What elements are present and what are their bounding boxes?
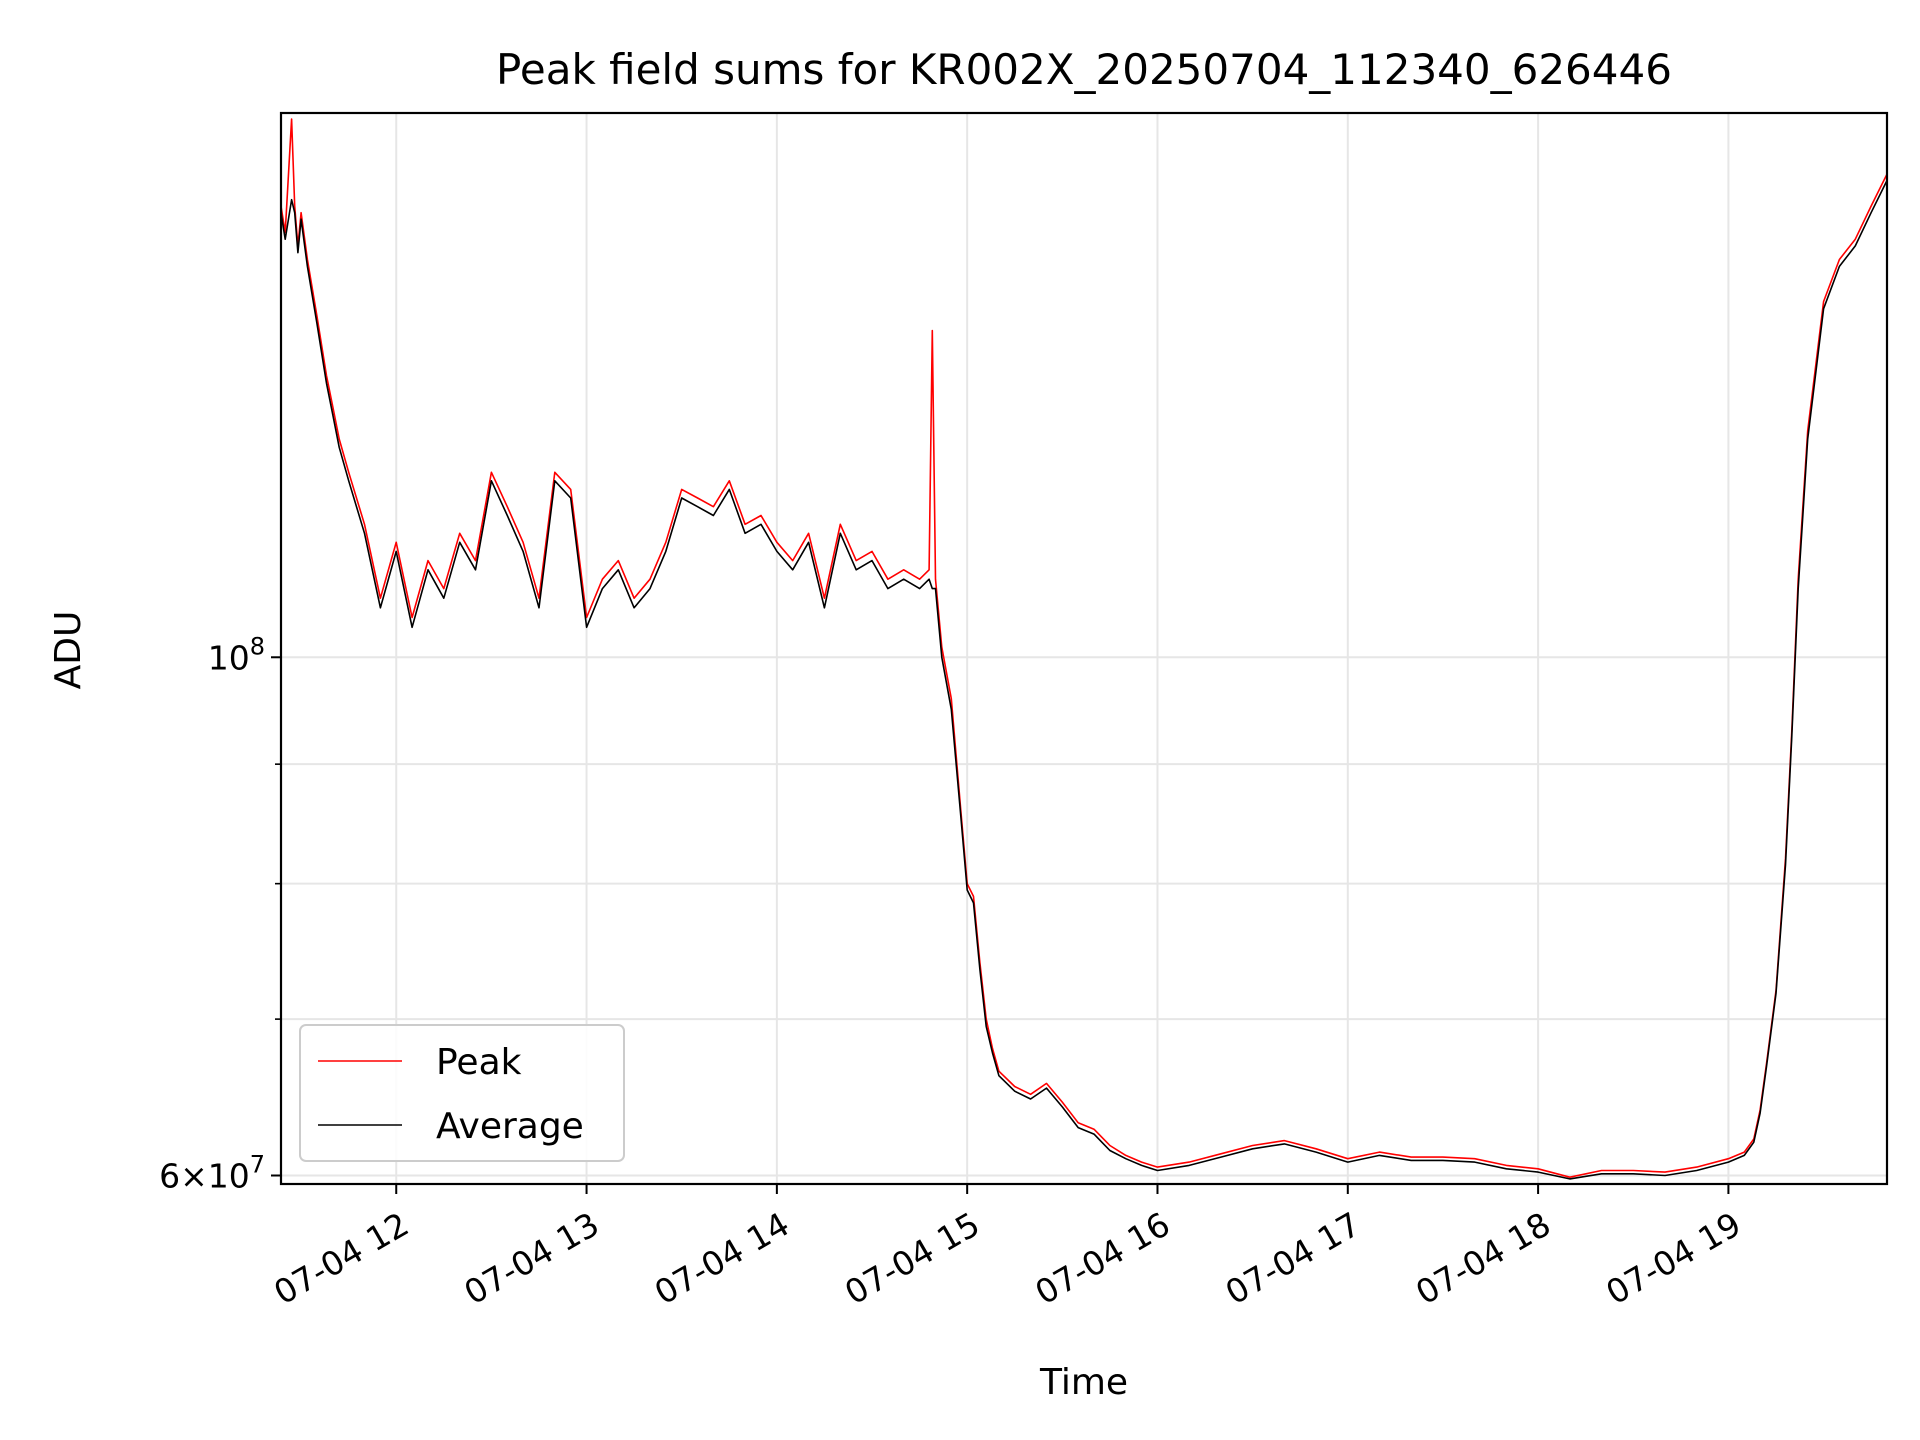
x-axis-label: Time bbox=[1039, 1362, 1128, 1403]
y-tick-label: 6×107 bbox=[159, 1151, 265, 1196]
plot-frame bbox=[279, 111, 1889, 1186]
y-axis-label: ADU bbox=[48, 611, 89, 690]
y-tick-mantissa: 6 bbox=[159, 1157, 180, 1196]
series-line-average bbox=[280, 180, 1888, 1180]
y-tick-label: 108 bbox=[208, 632, 265, 677]
y-tick-times: × bbox=[180, 1157, 208, 1196]
y-tick-base: 10 bbox=[208, 1157, 250, 1196]
series-group bbox=[280, 118, 1888, 1180]
legend-label-average: Average bbox=[436, 1106, 584, 1147]
series-line-peak bbox=[280, 118, 1888, 1178]
y-tick-exponent: 7 bbox=[250, 1151, 265, 1179]
legend-label-peak: Peak bbox=[436, 1042, 522, 1083]
y-tick-exponent: 8 bbox=[250, 632, 265, 660]
y-tick-base: 10 bbox=[208, 638, 250, 677]
chart-title: Peak field sums for KR002X_20250704_1123… bbox=[496, 45, 1672, 94]
legend: Peak Average bbox=[299, 1024, 625, 1162]
grid bbox=[281, 113, 1887, 1184]
legend-box bbox=[299, 1024, 625, 1162]
